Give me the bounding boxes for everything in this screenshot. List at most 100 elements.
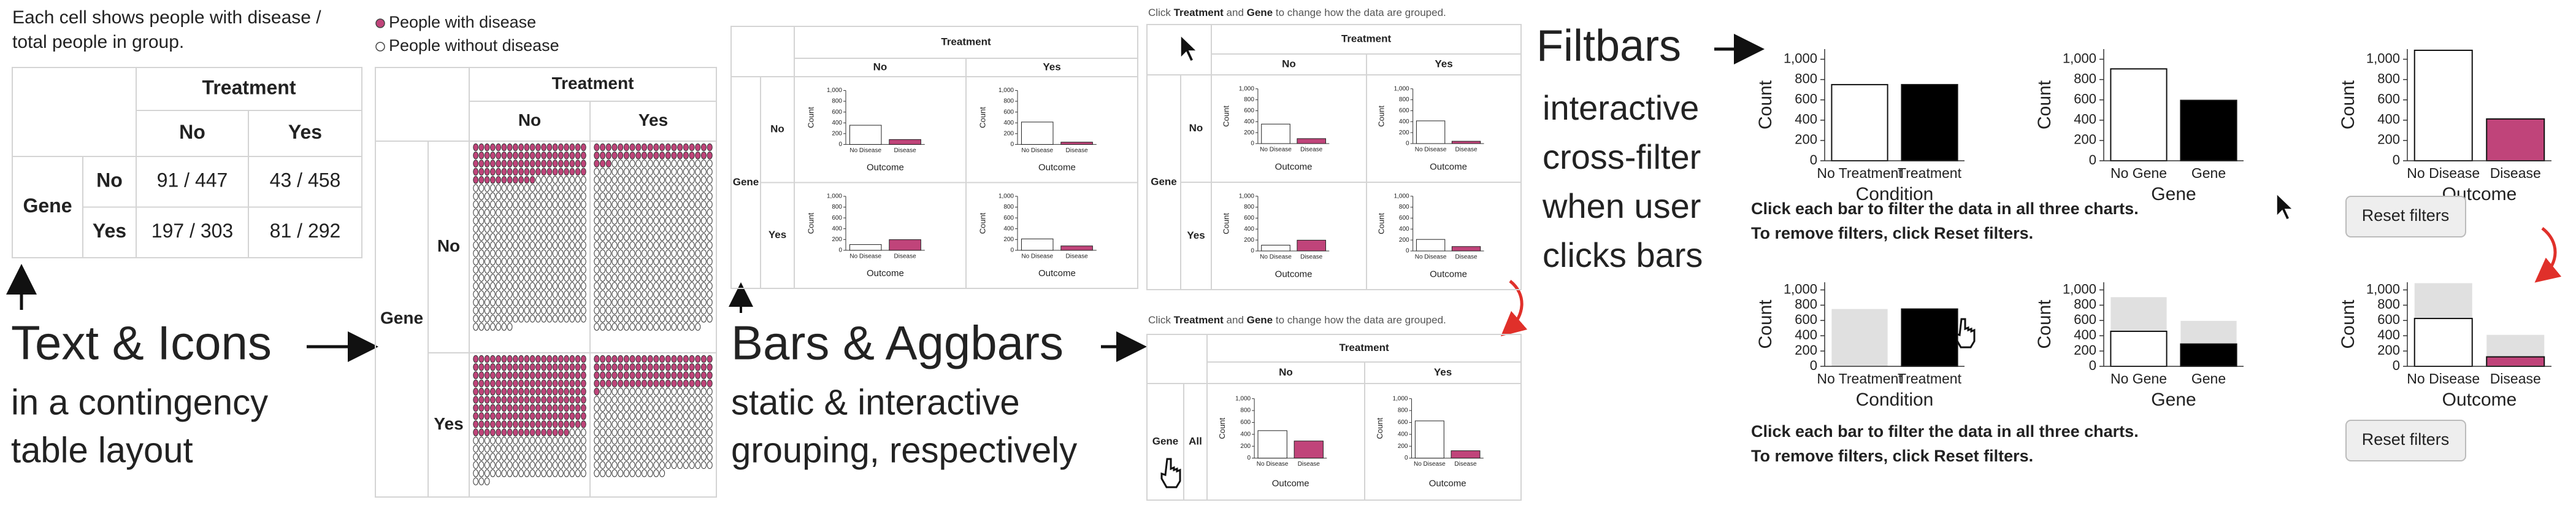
person-icon [512,184,518,192]
person-icon [496,200,502,209]
person-icon [605,200,611,209]
person-icon [564,306,570,315]
person-icon [700,168,707,176]
x-tick-label: Gene [2191,165,2226,181]
instruction-part[interactable]: Treatment [1174,7,1224,18]
person-icon [695,168,701,176]
bar[interactable] [1831,83,1888,161]
instruction-part[interactable]: Gene [1247,7,1273,18]
row-header: Gene [733,176,759,188]
person-icon [611,225,618,233]
person-icon [518,209,524,217]
person-icon [512,371,518,379]
person-icon [546,168,553,176]
subcaption: clicks bars [1543,236,1703,274]
bar [1451,246,1481,252]
person-icon [518,152,524,160]
person-icon [618,257,624,266]
bar[interactable] [2180,343,2237,368]
person-icon [635,323,642,331]
person-icon [569,379,575,388]
person-icon [695,143,701,152]
person-icon [496,184,502,192]
person-icon [594,363,600,371]
person-icon [473,379,479,388]
person-icon [546,175,553,184]
instruction-part[interactable]: Gene [1247,314,1273,326]
bar[interactable] [1901,83,1958,161]
person-icon [659,412,665,420]
person-icon [623,152,629,160]
person-icon [635,168,642,176]
person-icon [512,453,518,461]
button-face[interactable] [2345,420,2466,461]
person-icon [629,233,635,241]
person-icon [695,160,701,168]
person-icon [611,290,618,298]
bar[interactable] [1901,308,1958,367]
person-icon [695,298,701,307]
row-label: Yes [769,229,786,241]
bar[interactable] [2486,356,2545,367]
person-icon [484,453,490,461]
person-icon [700,428,707,437]
person-icon [623,461,629,469]
bar[interactable] [2413,318,2473,367]
person-icon [647,469,653,477]
bar[interactable] [2180,99,2237,162]
person-icon [546,143,553,152]
person-icon [618,152,624,160]
y-tick-label: 600 [1399,107,1409,114]
person-icon [489,217,496,225]
person-icon [677,323,683,331]
bar[interactable] [2110,68,2168,161]
person-icon [496,143,502,152]
y-tick-label: 600 [832,215,842,222]
person-icon [683,379,689,388]
y-tick-label: 0 [1248,455,1251,461]
person-icon [671,404,677,412]
person-icon [507,249,513,258]
y-tick-label: 800 [2377,296,2400,312]
person-icon [700,371,707,379]
person-icon [671,420,677,428]
person-icon [618,355,624,363]
reset-button[interactable]: Reset filters [2345,420,2466,461]
person-icon [605,290,611,298]
person-icon [496,249,502,258]
person-icon [524,274,530,282]
person-icon [623,404,629,412]
person-icon [659,217,665,225]
person-icon [647,233,653,241]
bar[interactable] [2110,330,2168,368]
person-icon [569,445,575,453]
person-icon [623,412,629,420]
person-icon [700,445,707,453]
person-icon [611,184,618,192]
person-icon [707,412,713,420]
person-icon [575,428,581,437]
person-icon [496,436,502,445]
person-icon [564,404,570,412]
person-icon [629,184,635,192]
person-icon [489,233,496,241]
person-icon [641,282,648,290]
button-face[interactable] [2345,196,2466,237]
person-icon [671,241,677,249]
person-icon [501,290,507,298]
person-icon [478,274,485,282]
bar[interactable] [2413,49,2473,161]
person-icon [671,266,677,274]
column-label: No [1282,58,1296,69]
x-tick-label: Disease [1298,461,1321,468]
person-icon [629,396,635,404]
person-icon [564,192,570,201]
person-icon [489,225,496,233]
person-icon [618,420,624,428]
reset-button[interactable]: Reset filters [2345,196,2466,237]
person-icon [575,175,581,184]
bar[interactable] [2486,118,2545,162]
person-icon [541,298,547,307]
person-icon [518,298,524,307]
instruction-part[interactable]: Treatment [1174,314,1224,326]
